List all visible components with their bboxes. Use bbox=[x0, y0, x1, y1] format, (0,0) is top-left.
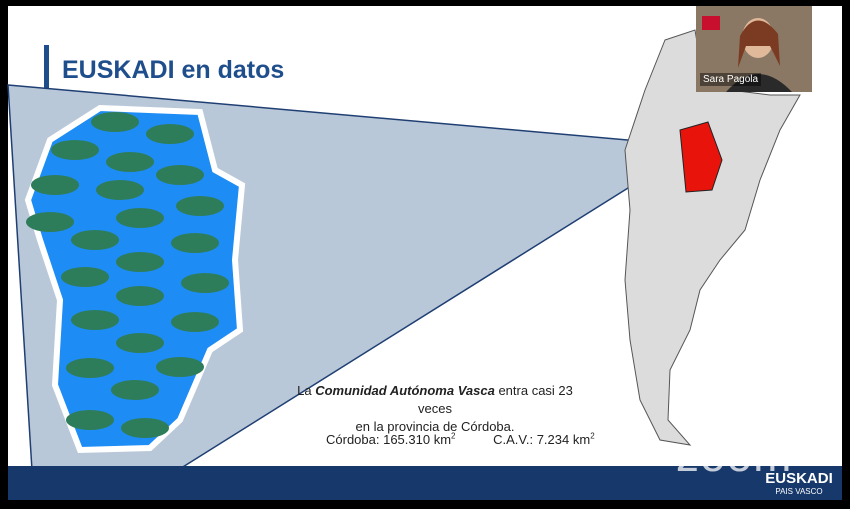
participant-name: Sara Pagola bbox=[700, 73, 762, 86]
slide-title: EUSKADI en datos bbox=[62, 56, 285, 84]
logo: EUSKADI PAIS VASCO bbox=[760, 470, 838, 496]
stat-label: C.A.V.: 7.234 km bbox=[493, 432, 591, 448]
argentina-map bbox=[624, 29, 801, 446]
cordoba-province bbox=[679, 121, 723, 193]
video-thumbnail[interactable] bbox=[696, 6, 812, 92]
logo-sub: PAIS VASCO bbox=[775, 487, 823, 496]
stats: Córdoba: 165.310 km2 C.A.V.: 7.234 km2 bbox=[326, 432, 629, 447]
zoom-watermark: zoom bbox=[676, 429, 793, 481]
basque-shapes bbox=[26, 112, 229, 438]
caption-emphasis: Comunidad Autónoma Vasca bbox=[315, 383, 495, 398]
caption-text: La bbox=[297, 383, 312, 398]
video-frame bbox=[696, 6, 812, 92]
stat: Córdoba: 165.310 km2 bbox=[326, 432, 455, 447]
caption: La Comunidad Autónoma Vasca entra casi 2… bbox=[290, 382, 580, 436]
caption-text: entra casi 23 veces bbox=[418, 383, 573, 416]
stat-sup: 2 bbox=[590, 432, 595, 441]
stat-sup: 2 bbox=[451, 432, 456, 441]
title-bar bbox=[44, 45, 49, 89]
stat: C.A.V.: 7.234 km2 bbox=[493, 432, 595, 447]
stat-label: Córdoba: 165.310 km bbox=[326, 432, 452, 448]
footer-bar bbox=[8, 466, 842, 500]
caption-text: en la provincia de Córdoba. bbox=[355, 419, 515, 434]
logo-name: EUSKADI bbox=[765, 470, 833, 487]
